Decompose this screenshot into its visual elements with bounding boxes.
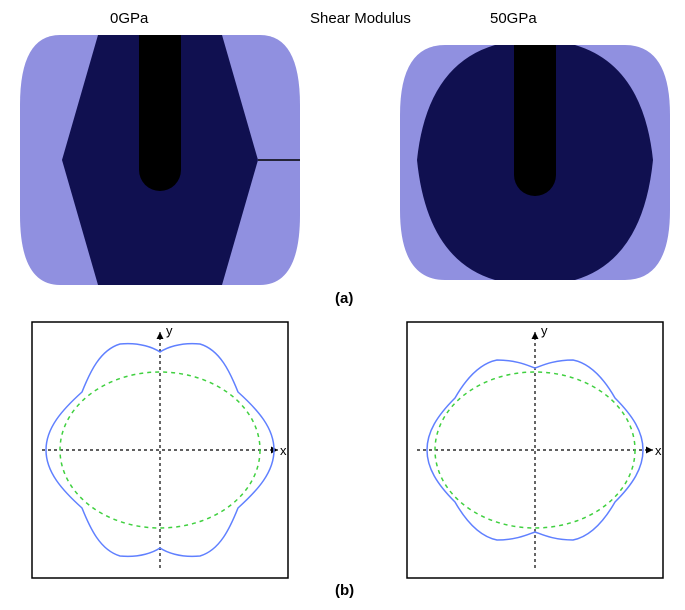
shear-diagram-50gpa [395,35,675,285]
panel-b-left: x y [30,320,290,580]
panel-b-right: x y [405,320,665,580]
panel-a-left [20,35,300,285]
label-title: Shear Modulus [310,10,411,27]
panel-a-right [395,35,675,285]
label-a: (a) [335,290,353,307]
label-50gpa: 50GPa [490,10,537,27]
row-b: x y x y (b) [10,320,675,600]
figure-container: 0GPa Shear Modulus 50GPa [10,10,675,600]
label-0gpa: 0GPa [110,10,148,27]
x-label: x [655,443,662,458]
y-label: y [166,323,173,338]
shear-diagram-0gpa [20,35,300,285]
plot-frame [407,322,663,578]
probe [514,45,556,196]
y-label: y [541,323,548,338]
polar-plot-50gpa: x y [405,320,665,580]
plot-frame [32,322,288,578]
polar-plot-0gpa: x y [30,320,290,580]
row-a: 0GPa Shear Modulus 50GPa [10,10,675,320]
label-b: (b) [335,582,354,599]
x-label: x [280,443,287,458]
probe [139,35,181,191]
